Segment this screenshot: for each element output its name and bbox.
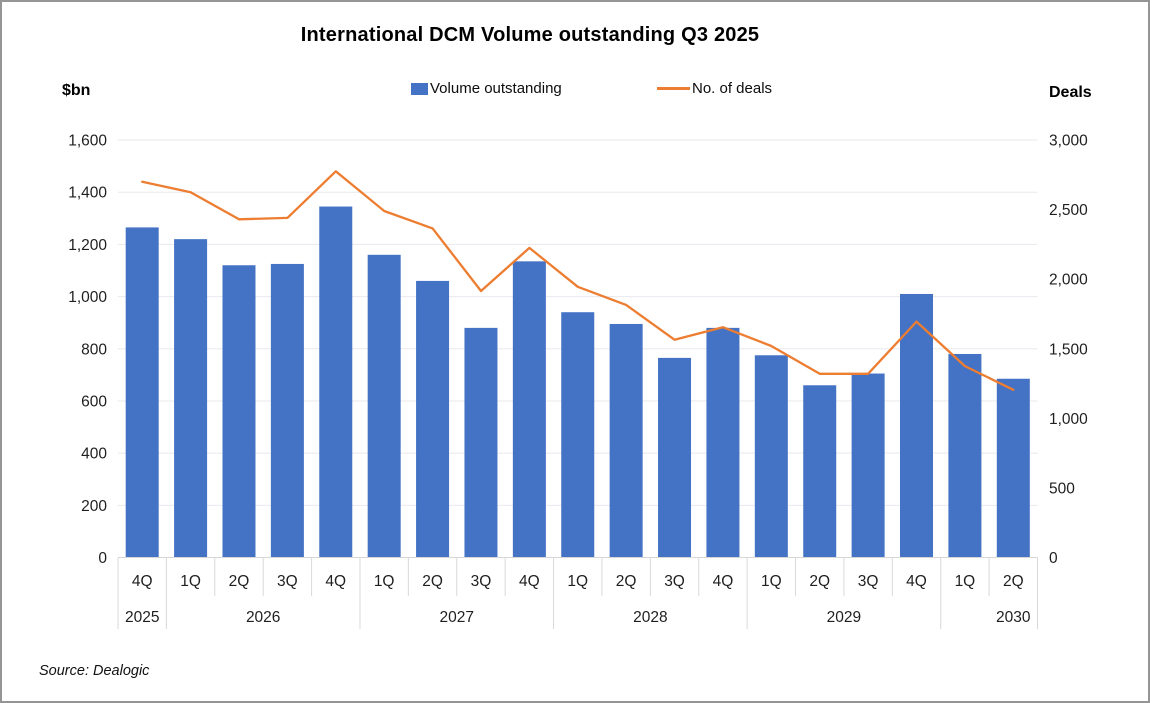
left-axis-tick: 600 bbox=[81, 393, 107, 410]
bar-2Q-2027 bbox=[416, 280, 450, 558]
source-note: Source: Dealogic bbox=[39, 663, 150, 679]
right-axis-tick: 3,000 bbox=[1049, 133, 1088, 150]
legend-item-volume: Volume outstanding bbox=[411, 80, 562, 97]
left-axis-tick: 1,400 bbox=[68, 185, 107, 202]
quarter-label: 1Q bbox=[955, 573, 976, 590]
bar-4Q-2027 bbox=[512, 261, 546, 558]
legend-label-deals: No. of deals bbox=[692, 80, 773, 97]
bar-3Q-2028 bbox=[658, 357, 692, 558]
bar-2Q-2030 bbox=[996, 378, 1030, 558]
year-label: 2028 bbox=[633, 609, 667, 626]
right-axis-tick: 2,000 bbox=[1049, 272, 1088, 289]
quarter-label: 1Q bbox=[180, 573, 201, 590]
bar-1Q-2030 bbox=[948, 353, 982, 558]
year-label: 2029 bbox=[827, 609, 861, 626]
deals-line-swatch-icon bbox=[657, 87, 690, 90]
quarter-label: 1Q bbox=[761, 573, 782, 590]
left-axis-tick: 1,200 bbox=[68, 237, 107, 254]
left-axis-tick: 1,000 bbox=[68, 289, 107, 306]
bar-4Q-2025 bbox=[125, 227, 159, 558]
bar-2Q-2029 bbox=[803, 385, 837, 558]
bar-4Q-2026 bbox=[319, 206, 353, 558]
volume-bar-swatch-icon bbox=[411, 82, 428, 95]
right-axis-tick: 0 bbox=[1049, 550, 1058, 567]
year-label: 2025 bbox=[125, 609, 159, 626]
left-axis-tick: 400 bbox=[81, 446, 107, 463]
bar-3Q-2027 bbox=[464, 327, 498, 558]
quarter-label: 1Q bbox=[374, 573, 395, 590]
year-label: 2026 bbox=[246, 609, 280, 626]
quarter-label: 4Q bbox=[713, 573, 734, 590]
bar-1Q-2029 bbox=[754, 355, 788, 558]
chart-title: International DCM Volume outstanding Q3 … bbox=[300, 24, 760, 46]
quarter-label: 2Q bbox=[1003, 573, 1024, 590]
quarter-label: 2Q bbox=[422, 573, 443, 590]
bar-4Q-2028 bbox=[706, 327, 740, 558]
right-axis-tick: 500 bbox=[1049, 480, 1075, 497]
quarter-label: 4Q bbox=[325, 573, 346, 590]
quarter-label: 2Q bbox=[616, 573, 637, 590]
bar-2Q-2028 bbox=[609, 323, 643, 558]
bar-1Q-2027 bbox=[367, 254, 401, 558]
bar-2Q-2026 bbox=[222, 265, 256, 558]
quarter-label: 3Q bbox=[277, 573, 298, 590]
quarter-label: 3Q bbox=[471, 573, 492, 590]
year-label: 2030 bbox=[996, 609, 1031, 626]
left-axis-tick: 200 bbox=[81, 498, 107, 515]
quarter-label: 4Q bbox=[519, 573, 540, 590]
quarter-label: 2Q bbox=[229, 573, 250, 590]
right-axis-tick: 1,000 bbox=[1049, 411, 1088, 428]
quarter-label: 3Q bbox=[858, 573, 879, 590]
bar-3Q-2029 bbox=[851, 373, 885, 558]
bar-3Q-2026 bbox=[270, 263, 304, 558]
left-axis-tick: 800 bbox=[81, 341, 107, 358]
bar-1Q-2026 bbox=[174, 239, 208, 558]
legend-label-volume: Volume outstanding bbox=[430, 80, 562, 97]
legend-item-deals: No. of deals bbox=[657, 80, 772, 97]
left-axis-tick: 1,600 bbox=[68, 133, 107, 150]
left-axis-unit: $bn bbox=[62, 82, 91, 99]
right-axis-tick: 2,500 bbox=[1049, 202, 1088, 219]
right-axis-tick: 1,500 bbox=[1049, 341, 1088, 358]
bar-4Q-2029 bbox=[900, 293, 934, 558]
year-label: 2027 bbox=[440, 609, 474, 626]
quarter-label: 1Q bbox=[567, 573, 588, 590]
quarter-label: 4Q bbox=[906, 573, 927, 590]
left-axis-tick: 0 bbox=[98, 550, 107, 567]
quarter-label: 4Q bbox=[132, 573, 153, 590]
right-axis-unit: Deals bbox=[1049, 84, 1092, 101]
bar-1Q-2028 bbox=[561, 312, 595, 558]
deals-line bbox=[141, 170, 1015, 391]
quarter-label: 2Q bbox=[809, 573, 830, 590]
quarter-label: 3Q bbox=[664, 573, 685, 590]
